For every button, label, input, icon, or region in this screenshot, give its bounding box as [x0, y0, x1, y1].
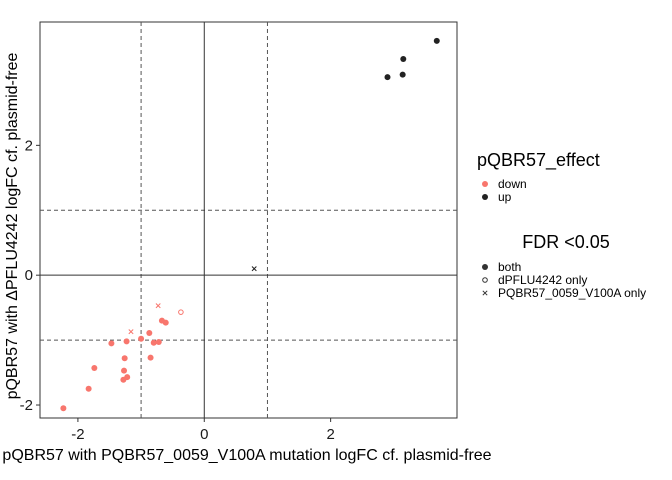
data-point: [399, 71, 406, 78]
y-tick-label: 2: [25, 137, 33, 154]
data-point: [400, 56, 407, 63]
data-point: [138, 335, 145, 342]
data-point: [60, 405, 67, 412]
y-tick-label: -2: [20, 397, 33, 414]
data-point: [162, 319, 169, 326]
legend-shape-label: both: [498, 260, 521, 274]
data-point: [384, 74, 391, 81]
y-axis-title: pQBR57 with ΔPFLU4242 logFC cf. plasmid-…: [4, 52, 21, 399]
legend-shape-key: [482, 290, 488, 296]
data-point: [121, 355, 128, 362]
data-point: [433, 37, 440, 44]
data-point: [128, 329, 134, 335]
legend-key-up: [482, 194, 488, 200]
shape-legend-title: FDR <0.05: [522, 232, 610, 252]
data-point: [121, 367, 128, 374]
x-tick-label: 2: [326, 426, 334, 443]
data-point: [91, 365, 98, 372]
x-tick-label: -2: [71, 426, 84, 443]
legend-key-down: [482, 181, 488, 187]
x-axis-title: pQBR57 with PQBR57_0059_V100A mutation l…: [2, 447, 491, 464]
data-point: [155, 339, 162, 346]
legend-label-down: down: [498, 177, 527, 191]
data-point: [123, 338, 130, 345]
y-axis: -2 0 2: [20, 137, 40, 414]
data-point: [146, 329, 153, 336]
data-point: [147, 354, 154, 361]
legend-shape-label: PQBR57_0059_V100A only: [498, 286, 646, 300]
data-point: [108, 340, 115, 347]
legend-label-up: up: [498, 190, 512, 204]
data-points: [60, 37, 440, 412]
data-point: [85, 385, 92, 392]
data-point: [155, 303, 161, 309]
reference-lines: [40, 22, 457, 418]
x-tick-label: 0: [200, 426, 208, 443]
x-axis: -2 0 2: [71, 418, 335, 443]
legend-shape-key: [482, 264, 488, 270]
data-point: [120, 376, 127, 383]
color-legend-title: pQBR57_effect: [477, 150, 600, 171]
legend-shape-label: dPFLU4242 only: [498, 273, 587, 287]
plot-panel: [39, 21, 458, 419]
data-point: [150, 339, 157, 346]
y-tick-label: 0: [25, 267, 33, 284]
data-point: [178, 309, 184, 315]
legend-shape-key: [482, 277, 488, 283]
data-point: [251, 266, 257, 272]
